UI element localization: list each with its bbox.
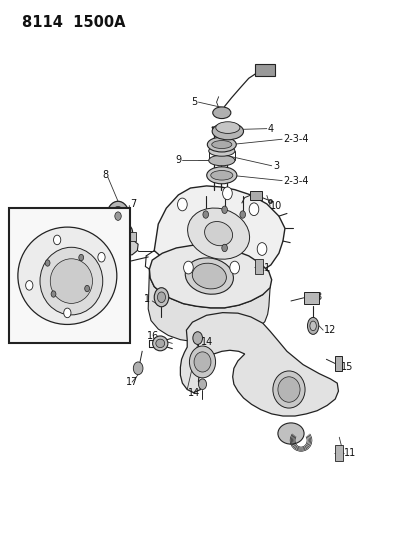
Ellipse shape — [18, 227, 117, 325]
Circle shape — [240, 211, 245, 218]
Text: 11: 11 — [344, 448, 356, 458]
Ellipse shape — [213, 107, 231, 118]
Circle shape — [115, 212, 121, 220]
Text: 9: 9 — [175, 156, 181, 165]
Text: 13: 13 — [311, 292, 323, 302]
Ellipse shape — [188, 208, 249, 259]
Bar — [255, 259, 263, 274]
Text: 14: 14 — [201, 337, 213, 347]
Circle shape — [51, 291, 56, 297]
Ellipse shape — [207, 137, 236, 152]
Bar — [100, 232, 108, 240]
Circle shape — [203, 211, 209, 218]
PathPatch shape — [148, 269, 270, 342]
Text: 2-3-4: 2-3-4 — [283, 175, 309, 185]
Circle shape — [133, 362, 143, 375]
Circle shape — [177, 198, 187, 211]
Ellipse shape — [209, 155, 235, 166]
Circle shape — [183, 261, 193, 274]
Ellipse shape — [211, 171, 233, 180]
Ellipse shape — [216, 122, 240, 133]
Ellipse shape — [153, 336, 168, 351]
Ellipse shape — [185, 258, 233, 294]
Circle shape — [121, 244, 127, 252]
Ellipse shape — [209, 146, 235, 156]
Circle shape — [230, 261, 239, 274]
Text: 6: 6 — [94, 236, 100, 246]
Ellipse shape — [310, 321, 316, 330]
Ellipse shape — [273, 371, 305, 408]
Circle shape — [223, 187, 232, 200]
Text: 4: 4 — [268, 124, 274, 134]
Text: 16: 16 — [147, 332, 159, 342]
Ellipse shape — [278, 423, 304, 444]
Circle shape — [26, 280, 33, 290]
Circle shape — [198, 379, 207, 390]
Circle shape — [249, 203, 259, 216]
Circle shape — [158, 292, 166, 303]
Text: 17: 17 — [126, 377, 139, 387]
Ellipse shape — [104, 221, 132, 243]
Ellipse shape — [212, 141, 232, 149]
Circle shape — [98, 253, 105, 262]
Circle shape — [107, 201, 129, 231]
Circle shape — [106, 246, 113, 255]
Text: 7: 7 — [130, 199, 136, 209]
PathPatch shape — [149, 245, 272, 308]
Ellipse shape — [307, 317, 319, 334]
Circle shape — [53, 235, 61, 245]
Bar — [9, 208, 130, 343]
Text: 11: 11 — [259, 263, 271, 273]
Bar — [128, 232, 136, 240]
Ellipse shape — [156, 339, 165, 348]
Bar — [255, 64, 275, 76]
Ellipse shape — [40, 247, 103, 315]
Text: 15: 15 — [341, 362, 354, 372]
PathPatch shape — [154, 186, 285, 281]
Bar — [304, 292, 319, 304]
Text: 12: 12 — [324, 325, 336, 335]
Circle shape — [193, 332, 202, 344]
Circle shape — [222, 244, 228, 252]
Ellipse shape — [108, 224, 128, 239]
Circle shape — [64, 308, 71, 318]
Ellipse shape — [212, 123, 243, 140]
Circle shape — [45, 260, 50, 266]
Text: 1: 1 — [144, 294, 150, 304]
Text: 8114  1500A: 8114 1500A — [21, 14, 125, 30]
Ellipse shape — [190, 346, 215, 378]
Text: 2-3-4: 2-3-4 — [283, 134, 309, 144]
Circle shape — [257, 243, 267, 255]
Text: 18: 18 — [23, 209, 36, 220]
Text: 3: 3 — [273, 161, 279, 171]
Text: 8: 8 — [102, 171, 108, 180]
Ellipse shape — [278, 377, 300, 402]
Text: 14: 14 — [188, 387, 200, 398]
Circle shape — [79, 254, 83, 261]
Ellipse shape — [194, 352, 211, 372]
Circle shape — [111, 207, 125, 225]
Ellipse shape — [50, 259, 92, 303]
Circle shape — [154, 288, 169, 307]
Text: 10: 10 — [270, 200, 282, 211]
Bar — [335, 445, 343, 461]
Ellipse shape — [192, 263, 226, 289]
PathPatch shape — [102, 240, 138, 255]
Bar — [250, 191, 262, 200]
Circle shape — [222, 206, 228, 214]
Text: 5: 5 — [191, 97, 198, 107]
Ellipse shape — [205, 222, 232, 246]
Circle shape — [85, 285, 90, 292]
Bar — [335, 356, 343, 372]
PathPatch shape — [180, 313, 339, 416]
Ellipse shape — [207, 167, 237, 184]
